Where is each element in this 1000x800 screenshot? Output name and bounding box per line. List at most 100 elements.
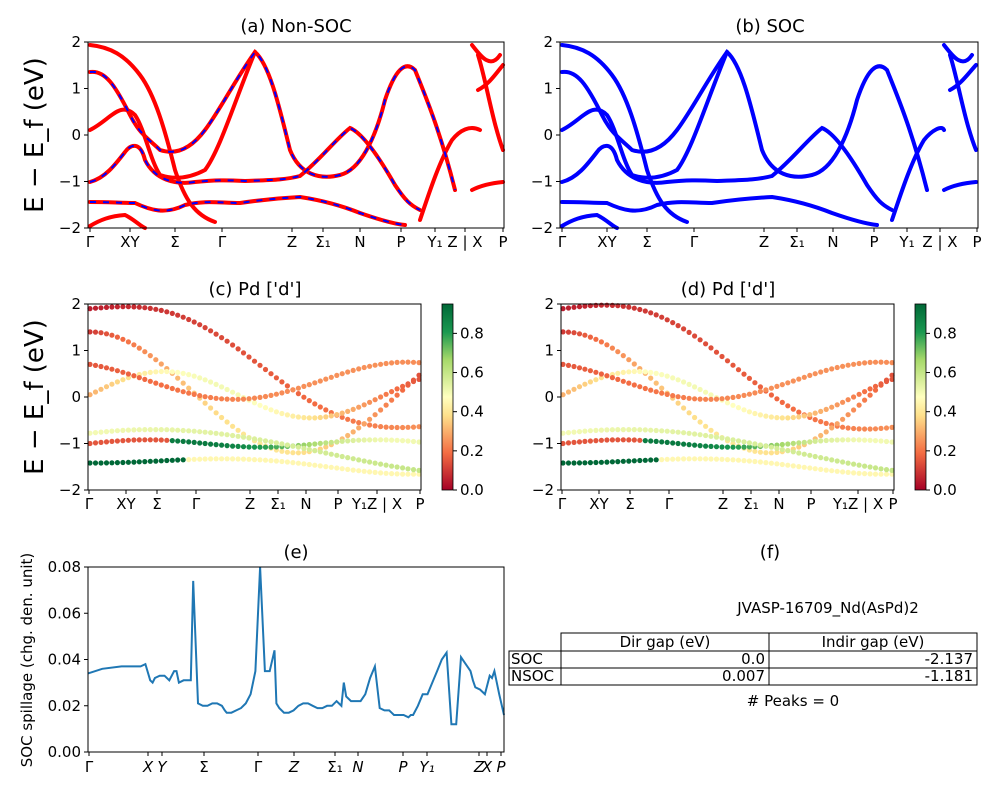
band-point — [741, 444, 747, 450]
band-point — [257, 362, 263, 368]
band-point — [136, 375, 142, 381]
band-point — [230, 342, 236, 348]
band-point — [708, 396, 714, 402]
band-point — [169, 369, 175, 375]
band-point — [153, 458, 159, 464]
band-point — [697, 386, 703, 393]
ytick-label: 0 — [71, 126, 81, 144]
band-point — [416, 360, 422, 366]
band-point — [378, 461, 384, 467]
band-point — [356, 425, 362, 431]
ytick-label: 0 — [544, 388, 554, 406]
band-point — [664, 456, 670, 462]
band-point — [284, 388, 290, 394]
band-point — [779, 441, 785, 448]
band-point — [560, 392, 566, 398]
band-point — [186, 372, 192, 378]
band-point — [582, 303, 588, 309]
xtick-label: N — [354, 233, 365, 251]
band-point — [251, 400, 258, 406]
band-point — [779, 382, 785, 388]
panel-a-title: (a) Non-SOC — [240, 16, 351, 37]
colorbar-label: 0.2 — [933, 442, 957, 460]
band-point — [653, 370, 659, 376]
band-point — [131, 373, 137, 379]
band-point — [796, 464, 802, 470]
band-point — [235, 433, 241, 439]
band-point — [823, 420, 829, 426]
band-point — [681, 326, 687, 332]
band-point — [697, 396, 703, 402]
band-point — [219, 414, 225, 421]
band-point — [268, 458, 274, 464]
band-point — [169, 385, 175, 392]
band-point — [153, 369, 159, 375]
band-point — [224, 432, 230, 438]
band-point — [626, 427, 632, 433]
band-point — [653, 312, 659, 318]
band-point — [801, 464, 807, 470]
ytick-label: −1 — [59, 173, 81, 191]
band-point — [571, 304, 577, 310]
xtick-label: Σ₁ — [743, 495, 759, 513]
band-point — [763, 413, 769, 419]
band-point — [131, 304, 137, 310]
panel-d-points — [560, 302, 895, 477]
band-point — [400, 387, 406, 393]
band-point — [565, 430, 572, 436]
band-point — [98, 460, 104, 466]
band-point — [697, 337, 703, 343]
band-point — [883, 438, 890, 445]
band-point — [394, 386, 400, 392]
band-point — [845, 362, 851, 368]
band-point — [708, 456, 714, 462]
band-point — [334, 452, 340, 458]
band-point — [648, 438, 654, 444]
band-point — [752, 458, 758, 465]
band-point — [345, 408, 351, 414]
band-point — [356, 366, 362, 372]
band-point — [845, 469, 851, 475]
band-point — [730, 394, 736, 400]
band-point — [818, 419, 824, 425]
band-point — [609, 345, 616, 351]
band-point — [312, 462, 318, 468]
band-point — [147, 437, 153, 443]
band-point — [114, 428, 120, 434]
band-point — [361, 458, 367, 464]
band-point — [746, 458, 753, 464]
band-point — [823, 367, 829, 373]
band-point — [659, 439, 665, 445]
band-point — [87, 392, 93, 398]
band-point — [576, 439, 583, 445]
band-point — [724, 444, 731, 450]
band-point — [142, 305, 148, 311]
band-point — [208, 441, 214, 447]
band-point — [801, 439, 807, 445]
band-point — [301, 415, 307, 421]
xtick-label: P — [398, 758, 408, 776]
ytick-label: 0.04 — [48, 651, 81, 669]
band-point — [768, 460, 775, 466]
band-point — [345, 416, 351, 422]
band-point — [356, 404, 362, 410]
ytick-label: −2 — [59, 481, 81, 499]
band-line — [418, 126, 482, 222]
band-point — [626, 369, 632, 375]
band-point — [175, 427, 181, 433]
band-point — [191, 428, 197, 434]
band-point — [867, 471, 873, 477]
band-point — [219, 335, 225, 341]
band-point — [867, 464, 873, 470]
band-point — [840, 437, 846, 443]
band-point — [284, 459, 290, 465]
band-line — [88, 49, 457, 192]
band-point — [153, 357, 159, 363]
band-point — [114, 460, 120, 466]
band-point — [240, 396, 247, 402]
band-point — [164, 309, 170, 315]
band-point — [224, 443, 230, 449]
band-point — [719, 456, 725, 462]
band-point — [114, 438, 120, 444]
